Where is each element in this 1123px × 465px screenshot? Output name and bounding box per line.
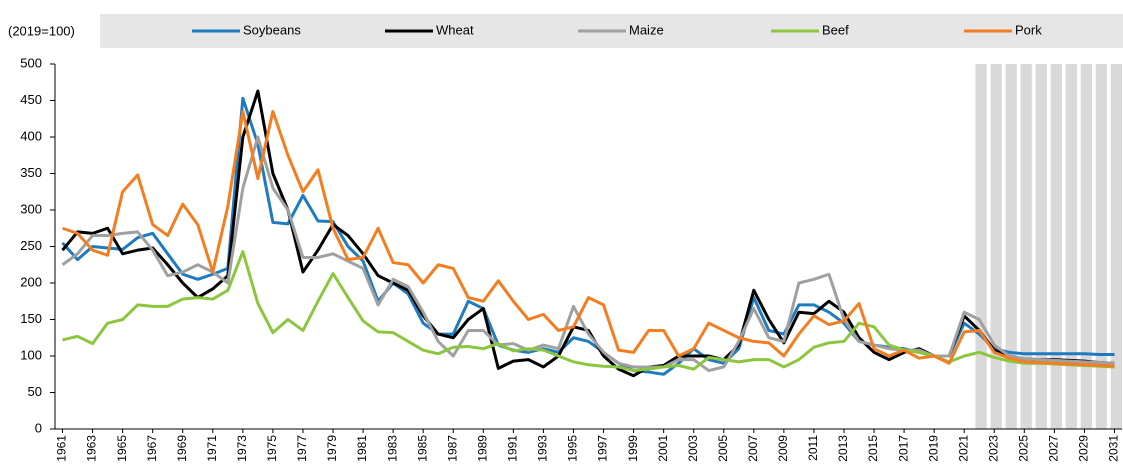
- x-tick-label: 2027: [1047, 435, 1061, 462]
- x-tick-label: 2007: [746, 435, 760, 462]
- x-tick-label: 1971: [205, 435, 219, 462]
- projection-stripe: [1110, 64, 1122, 429]
- x-tick-label: 1977: [295, 435, 309, 462]
- projection-stripe: [1050, 64, 1062, 429]
- x-tick-label: 2029: [1077, 435, 1091, 462]
- x-tick-label: 2013: [836, 435, 850, 462]
- projection-stripe: [1005, 64, 1017, 429]
- x-tick-label: 2019: [926, 435, 940, 462]
- x-tick-label: 1961: [55, 435, 69, 462]
- series-line: [62, 109, 1115, 368]
- legend-label: Maize: [629, 22, 664, 37]
- projection-stripe: [1035, 64, 1047, 429]
- y-tick-label: 250: [20, 238, 42, 253]
- x-tick-label: 1997: [596, 435, 610, 462]
- x-tick-label: 1979: [325, 435, 339, 462]
- series-line: [61, 135, 1115, 373]
- projection-stripe: [1080, 64, 1092, 429]
- y-tick-label: 300: [20, 201, 42, 216]
- y-tick-label: 200: [20, 274, 42, 289]
- x-tick-label: 2025: [1016, 435, 1030, 462]
- projection-stripe: [1020, 64, 1032, 429]
- legend-label: Soybeans: [243, 22, 301, 37]
- x-tick-label: 1975: [265, 435, 279, 462]
- x-tick-label: 2031: [1107, 435, 1121, 462]
- x-tick-label: 1969: [175, 435, 189, 462]
- y-tick-label: 100: [20, 347, 42, 362]
- x-tick-label: 1967: [145, 435, 159, 462]
- projection-stripe: [1065, 64, 1077, 429]
- x-tick-label: 1965: [115, 435, 129, 462]
- y-tick-label: 500: [20, 55, 42, 70]
- x-tick-label: 2005: [716, 435, 730, 462]
- y-tick-label: 450: [20, 92, 42, 107]
- y-tick-label: 400: [20, 128, 42, 143]
- legend-label: Wheat: [436, 22, 474, 37]
- projection-stripe: [1095, 64, 1107, 429]
- x-tick-label: 1963: [85, 435, 99, 462]
- x-tick-label: 2011: [806, 435, 820, 461]
- x-tick-label: 1991: [506, 435, 520, 462]
- x-tick-label: 1989: [475, 435, 489, 462]
- y-tick-label: 150: [20, 311, 42, 326]
- y-tick-label: 50: [28, 384, 42, 399]
- x-tick-label: 1981: [355, 435, 369, 462]
- legend-label: Pork: [1015, 22, 1042, 37]
- x-tick-label: 2001: [656, 435, 670, 462]
- x-tick-label: 1999: [626, 435, 640, 462]
- legend-label: Beef: [822, 22, 849, 37]
- series-line: [62, 250, 1115, 373]
- projection-stripe: [990, 64, 1002, 429]
- y-tick-label: 350: [20, 165, 42, 180]
- x-tick-label: 1995: [566, 435, 580, 462]
- projection-stripe: [975, 64, 987, 429]
- x-tick-label: 2023: [986, 435, 1000, 462]
- y-tick-label: 0: [35, 420, 42, 435]
- x-tick-label: 1987: [445, 435, 459, 462]
- x-tick-label: 2003: [686, 435, 700, 462]
- x-tick-label: 1993: [536, 435, 550, 462]
- x-tick-label: 2015: [866, 435, 880, 462]
- x-tick-label: 2021: [956, 435, 970, 462]
- x-tick-label: 2017: [896, 435, 910, 462]
- x-tick-label: 1983: [385, 435, 399, 462]
- y-axis-label: (2019=100): [8, 23, 75, 38]
- x-tick-label: 2009: [776, 435, 790, 462]
- x-tick-label: 1985: [415, 435, 429, 462]
- x-tick-label: 1973: [235, 435, 249, 462]
